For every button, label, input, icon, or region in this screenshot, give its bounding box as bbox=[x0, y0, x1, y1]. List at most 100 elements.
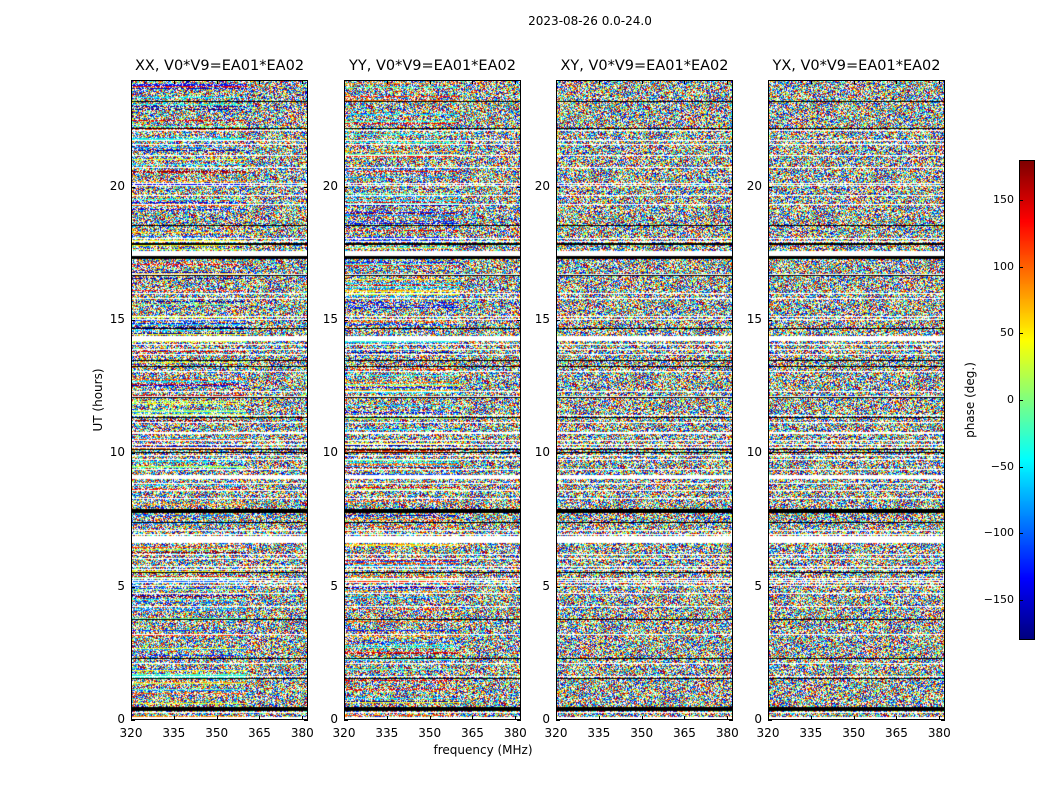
y-tick-label: 5 bbox=[330, 578, 338, 593]
x-tick-mark bbox=[853, 716, 855, 720]
x-tick-mark bbox=[641, 80, 643, 84]
y-tick-mark bbox=[131, 586, 135, 588]
y-tick-mark bbox=[768, 453, 772, 455]
y-tick-mark bbox=[941, 186, 945, 188]
y-tick-label: 5 bbox=[117, 578, 125, 593]
panel-title-xy: XY, V0*V9=EA01*EA02 bbox=[560, 58, 729, 74]
y-tick-mark bbox=[304, 586, 308, 588]
panel-title-yx: YX, V0*V9=EA01*EA02 bbox=[772, 58, 941, 74]
y-tick-mark bbox=[729, 320, 733, 321]
colorbar-label: phase (deg.) bbox=[963, 362, 977, 438]
y-tick-label: 15 bbox=[322, 312, 338, 326]
y-tick-label: 20 bbox=[109, 178, 125, 193]
x-tick-mark bbox=[173, 80, 175, 84]
y-tick-mark bbox=[517, 453, 521, 455]
y-tick-mark bbox=[941, 320, 945, 321]
colorbar-tick-label: 150 bbox=[993, 193, 1014, 206]
colorbar-tick-label: 0 bbox=[1007, 393, 1014, 406]
y-tick-mark bbox=[768, 720, 772, 721]
x-tick-mark bbox=[216, 716, 218, 720]
heatmap-panel-yx bbox=[768, 80, 945, 720]
y-tick-mark bbox=[941, 720, 945, 721]
y-tick-mark bbox=[131, 320, 135, 321]
x-tick-mark bbox=[768, 716, 769, 720]
y-tick-mark bbox=[556, 720, 560, 721]
x-tick-mark bbox=[131, 716, 132, 720]
colorbar-tick-mark bbox=[1019, 333, 1023, 335]
colorbar-tick-mark bbox=[1019, 466, 1023, 468]
x-tick-label: 350 bbox=[630, 726, 654, 740]
x-tick-mark bbox=[259, 80, 261, 84]
y-tick-label: 10 bbox=[746, 445, 762, 460]
x-tick-mark bbox=[896, 80, 898, 84]
x-tick-label: 365 bbox=[461, 726, 484, 740]
colorbar-tick-label: −50 bbox=[990, 459, 1014, 473]
y-tick-mark bbox=[729, 586, 733, 588]
y-tick-mark bbox=[768, 320, 772, 321]
y-tick-mark bbox=[556, 453, 560, 455]
colorbar-tick-mark bbox=[1019, 600, 1023, 601]
colorbar-tick-mark bbox=[1019, 266, 1023, 268]
x-tick-mark bbox=[768, 80, 769, 84]
y-tick-mark bbox=[304, 453, 308, 455]
colorbar-tick-label: −100 bbox=[983, 526, 1014, 540]
x-tick-mark bbox=[727, 716, 729, 720]
y-tick-label: 0 bbox=[542, 712, 550, 726]
x-tick-label: 335 bbox=[375, 726, 399, 740]
y-axis-label: UT (hours) bbox=[91, 368, 105, 432]
y-tick-label: 10 bbox=[109, 445, 125, 460]
panel-title-yy: YY, V0*V9=EA01*EA02 bbox=[349, 58, 516, 74]
x-tick-mark bbox=[853, 80, 855, 84]
x-tick-label: 350 bbox=[205, 726, 229, 740]
y-tick-mark bbox=[517, 586, 521, 588]
x-tick-mark bbox=[429, 80, 431, 84]
x-axis-label: frequency (MHz) bbox=[433, 743, 533, 757]
heatmap-canvas-xy bbox=[557, 81, 732, 719]
colorbar-tick-mark bbox=[1019, 533, 1023, 535]
y-tick-label: 5 bbox=[542, 578, 550, 593]
y-tick-mark bbox=[304, 320, 308, 321]
y-tick-mark bbox=[131, 186, 135, 188]
x-tick-label: 380 bbox=[715, 726, 739, 740]
y-tick-mark bbox=[344, 586, 348, 588]
x-tick-mark bbox=[896, 716, 898, 720]
x-tick-mark bbox=[684, 80, 686, 84]
y-tick-mark bbox=[729, 720, 733, 721]
x-tick-mark bbox=[173, 716, 175, 720]
x-tick-mark bbox=[344, 80, 345, 84]
x-tick-mark bbox=[556, 80, 557, 84]
y-tick-label: 0 bbox=[330, 712, 338, 726]
y-tick-label: 20 bbox=[534, 178, 550, 193]
x-tick-mark bbox=[641, 716, 643, 720]
x-tick-mark bbox=[472, 80, 474, 84]
x-tick-mark bbox=[259, 716, 261, 720]
heatmap-canvas-xx bbox=[132, 81, 307, 719]
colorbar-tick-mark bbox=[1019, 400, 1023, 401]
y-tick-label: 20 bbox=[746, 178, 762, 193]
x-tick-mark bbox=[515, 716, 517, 720]
colorbar-tick-label: −150 bbox=[983, 593, 1014, 606]
y-tick-mark bbox=[517, 320, 521, 321]
y-tick-mark bbox=[131, 453, 135, 455]
heatmap-panel-yy bbox=[344, 80, 521, 720]
y-tick-mark bbox=[768, 586, 772, 588]
x-tick-mark bbox=[472, 716, 474, 720]
colorbar-tick-mark bbox=[1019, 200, 1023, 201]
y-tick-mark bbox=[729, 453, 733, 455]
x-tick-label: 320 bbox=[119, 726, 143, 740]
heatmap-canvas-yx bbox=[769, 81, 944, 719]
x-tick-mark bbox=[216, 80, 218, 84]
y-tick-mark bbox=[556, 186, 560, 188]
y-tick-mark bbox=[344, 320, 348, 321]
x-tick-label: 350 bbox=[842, 726, 866, 740]
x-tick-mark bbox=[556, 716, 557, 720]
y-tick-label: 15 bbox=[534, 312, 550, 326]
y-tick-mark bbox=[344, 720, 348, 721]
heatmap-canvas-yy bbox=[345, 81, 520, 719]
page-title: 2023-08-26 0.0-24.0 bbox=[528, 14, 652, 28]
y-tick-mark bbox=[344, 453, 348, 455]
x-tick-mark bbox=[429, 716, 431, 720]
x-tick-label: 380 bbox=[503, 726, 527, 740]
heatmap-panel-xy bbox=[556, 80, 733, 720]
y-tick-mark bbox=[556, 320, 560, 321]
